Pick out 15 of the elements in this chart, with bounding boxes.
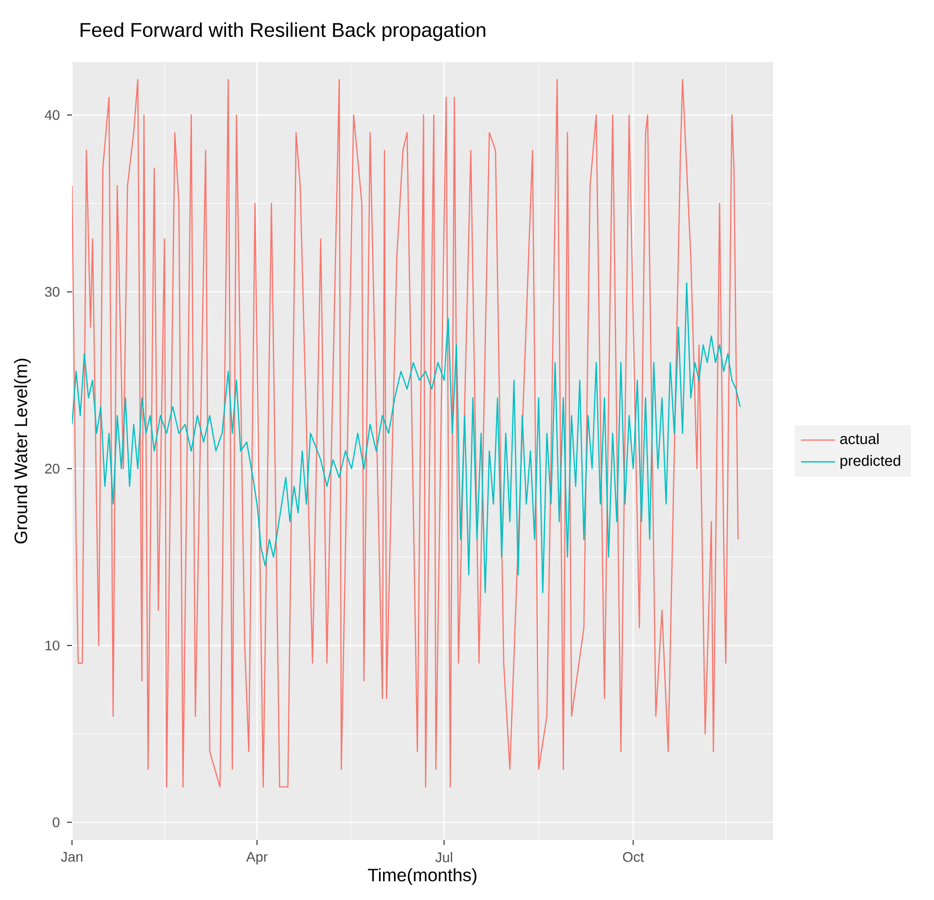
y-tick-label: 10 [46, 640, 60, 650]
x-axis-title: Time(months) [368, 868, 476, 885]
x-tick-label: Jul [435, 852, 452, 862]
legend-label: predicted [840, 454, 900, 469]
y-tick-label: 40 [44, 110, 60, 120]
y-tick-label: 20 [45, 464, 60, 474]
line-series [72, 79, 739, 788]
x-tick-label: Oct [623, 852, 644, 862]
legend-label: actual [840, 433, 878, 444]
y-tick-label: 30 [44, 286, 60, 297]
y-tick-label: 0 [52, 817, 60, 828]
y-axis-title: Ground Water Level(m) [14, 358, 31, 544]
x-tick-label: Apr [246, 852, 268, 865]
x-tick-label: Jan [60, 852, 82, 862]
chart-title: Feed Forward with Resilient Back propagation [80, 22, 486, 41]
